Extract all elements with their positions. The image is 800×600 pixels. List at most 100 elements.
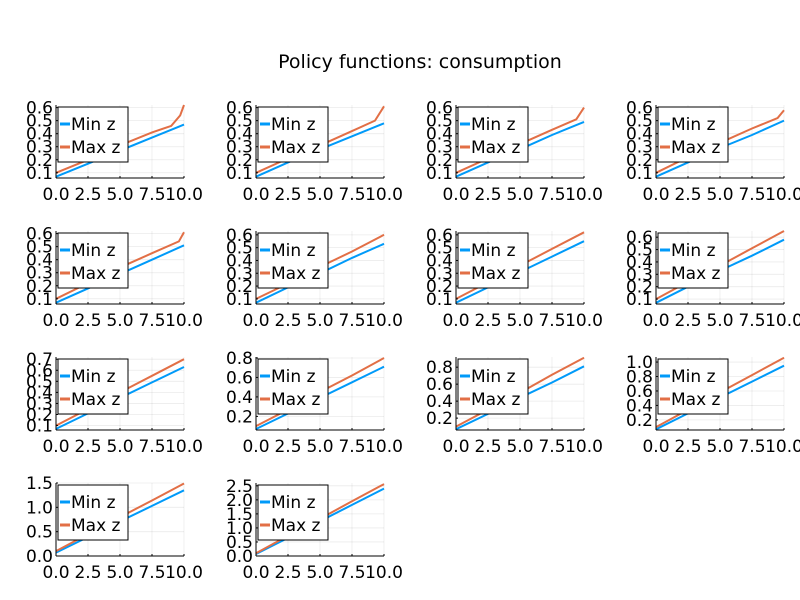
y-tick-label: 0.3 [226,264,253,284]
x-tick-label: 5.0 [106,185,133,205]
legend-label-min-z: Min z [71,493,116,513]
y-tick-label: 0.4 [26,251,53,271]
x-tick-label: 5.0 [706,311,733,331]
y-tick-label: 0.5 [26,523,53,543]
legend-box [57,232,129,289]
y-tick-label: 0.6 [426,226,453,246]
x-tick-label: 10.0 [165,563,203,583]
y-tick-label: 0.3 [426,138,453,158]
legend-label-min-z: Min z [71,241,116,261]
x-tick-label: 5.0 [306,185,333,205]
x-tick-label: 0.0 [42,437,69,457]
y-tick-label: 0.8 [626,368,653,388]
x-tick-label: 7.5 [538,311,565,331]
y-tick-label: 0.8 [226,349,253,369]
x-tick-label: 2.5 [474,437,501,457]
chart-title: Policy functions: consumption [278,51,562,73]
y-tick-label: 0.4 [426,251,453,271]
x-tick-label: 0.0 [242,185,269,205]
x-tick-label: 7.5 [338,311,365,331]
y-tick-label: 0.3 [26,394,53,414]
x-tick-label: 5.0 [106,311,133,331]
y-tick-label: 0.5 [26,372,53,392]
y-tick-label: 0.4 [26,383,53,403]
y-tick-label: 0.2 [226,277,253,297]
x-tick-label: 7.5 [138,185,165,205]
legend-label-max-z: Max z [271,516,321,536]
x-tick-label: 2.5 [74,563,101,583]
legend: Min z Max z [457,232,529,289]
y-tick-label: 0.5 [426,239,453,259]
legend: Min z Max z [457,106,529,163]
x-tick-label: 10.0 [165,185,203,205]
x-tick-label: 2.5 [274,185,301,205]
legend-box [657,106,729,163]
x-tick-label: 0.0 [442,311,469,331]
legend-label-max-z: Max z [471,390,521,410]
legend: Min z Max z [257,358,329,415]
x-tick-label: 2.5 [74,437,101,457]
x-tick-label: 0.0 [642,185,669,205]
y-tick-label: 0.3 [626,265,653,285]
x-tick-label: 10.0 [165,437,203,457]
legend: Min z Max z [657,358,729,415]
x-tick-label: 7.5 [738,185,765,205]
legend-label-min-z: Min z [271,241,316,261]
y-tick-label: 0.4 [226,388,253,408]
y-tick-label: 0.6 [26,225,53,245]
y-tick-label: 0.6 [226,99,253,119]
legend-label-min-z: Min z [471,241,516,261]
x-tick-label: 7.5 [538,185,565,205]
y-tick-label: 0.5 [26,112,53,132]
x-tick-label: 0.0 [642,311,669,331]
x-tick-label: 7.5 [138,563,165,583]
legend-label-max-z: Max z [71,138,121,158]
y-tick-label: 0.6 [626,99,653,119]
y-tick-label: 1.0 [626,353,653,373]
x-tick-label: 2.5 [674,311,701,331]
x-tick-label: 2.5 [74,185,101,205]
legend: Min z Max z [257,106,329,163]
x-tick-label: 5.0 [506,437,533,457]
legend-label-max-z: Max z [271,390,321,410]
x-tick-label: 7.5 [338,563,365,583]
legend-label-min-z: Min z [671,115,716,135]
y-tick-label: 0.4 [626,125,653,145]
y-tick-label: 0.1 [226,164,253,184]
legend-label-max-z: Max z [671,138,721,158]
y-tick-label: 0.2 [26,406,53,426]
x-tick-label: 5.0 [706,437,733,457]
legend-label-min-z: Min z [471,115,516,135]
y-tick-label: 0.4 [626,253,653,273]
legend-box [657,358,729,415]
subplot-9: 0.0 2.5 5.0 7.5 10.00.10.20.30.40.50.60.7Min… [26,350,203,457]
x-tick-label: 0.0 [42,563,69,583]
y-tick-label: 0.2 [226,407,253,427]
x-tick-label: 7.5 [138,437,165,457]
y-tick-label: 0.1 [26,417,53,437]
x-tick-label: 5.0 [306,437,333,457]
legend-box [457,106,529,163]
x-tick-label: 2.5 [74,311,101,331]
legend-box [257,106,329,163]
y-tick-label: 0.6 [26,99,53,119]
legend-label-max-z: Max z [271,138,321,158]
x-tick-label: 5.0 [506,185,533,205]
legend-label-min-z: Min z [71,115,116,135]
subplot-11: 0.0 2.5 5.0 7.5 10.0 0.20.40.60.8 Min z Max z [426,356,603,457]
legend: Min z Max z [57,358,129,415]
y-tick-label: 0.4 [626,396,653,416]
x-tick-label: 2.5 [274,437,301,457]
y-tick-label: 0.2 [226,151,253,171]
y-tick-label: 2.0 [226,491,253,511]
y-tick-label: 0.2 [626,278,653,298]
y-tick-label: 1.5 [26,474,53,494]
y-tick-label: 0.4 [426,392,453,412]
x-tick-label: 7.5 [738,311,765,331]
y-tick-label: 0.3 [626,138,653,158]
y-tick-label: 0.6 [426,99,453,119]
